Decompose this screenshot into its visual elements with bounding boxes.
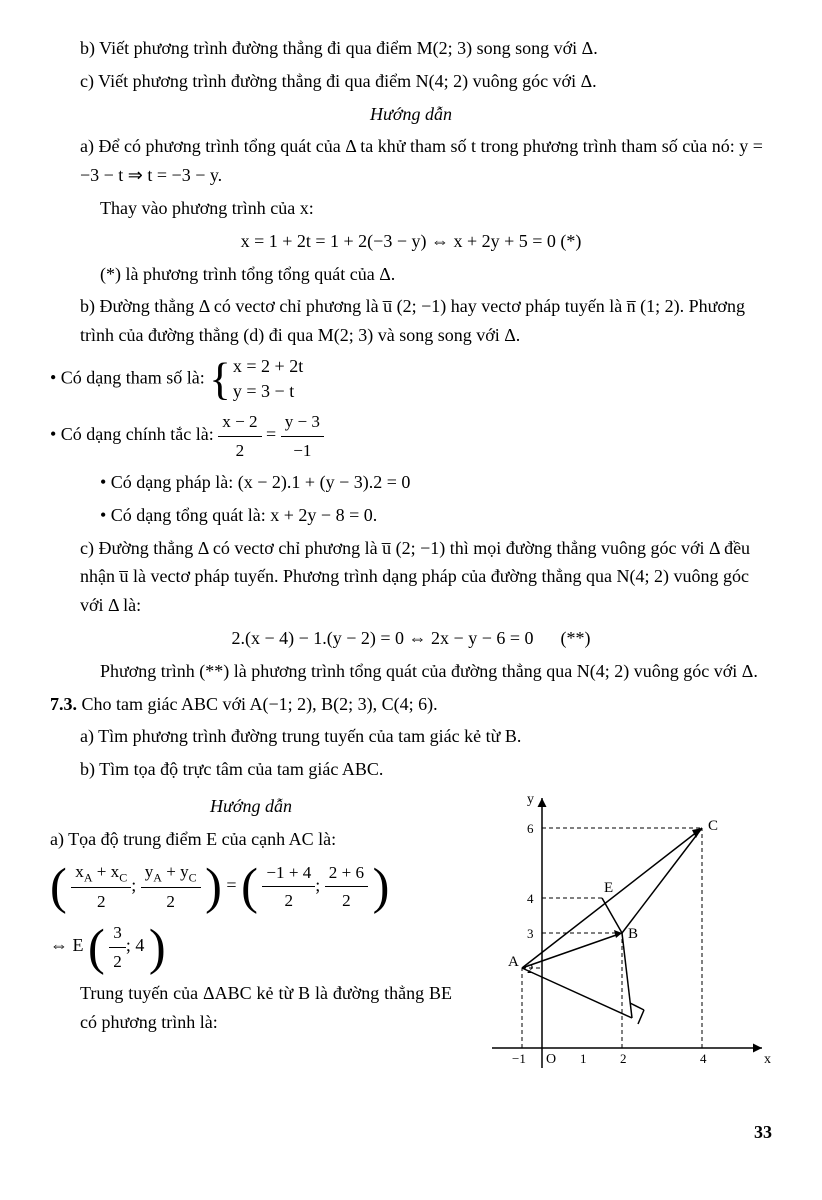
problem-7-3: 7.3. Cho tam giác ABC với A(−1; 2), B(2;…: [50, 690, 772, 719]
svg-text:6: 6: [527, 821, 534, 836]
midpoint-formula: ( xA + xC 2 ; yA + yC 2 ) = ( −1 + 42; 2…: [50, 858, 452, 916]
svg-text:3: 3: [527, 926, 534, 941]
guide-title: Hướng dẫn: [50, 100, 772, 129]
answer-b-1: b) Đường thẳng Δ có vectơ chỉ phương là …: [80, 292, 772, 350]
answer-a-4: (*) là phương trình tổng tổng quát của Δ…: [100, 260, 772, 289]
question-c: c) Viết phương trình đường thẳng đi qua …: [80, 67, 772, 96]
svg-text:E: E: [604, 880, 613, 896]
svg-text:y: y: [527, 792, 534, 807]
canon-label: • Có dạng chính tắc là:: [50, 424, 214, 444]
svg-text:A: A: [508, 954, 519, 970]
svg-text:O: O: [546, 1052, 556, 1067]
guide-title-2: Hướng dẫn: [50, 792, 452, 821]
answer-a-2: Thay vào phương trình của x:: [100, 194, 772, 223]
svg-text:x: x: [764, 1052, 771, 1067]
answer-a-eq: x = 1 + 2t = 1 + 2(−3 − y) ⇔ x + 2y + 5 …: [50, 227, 772, 256]
canon-form: • Có dạng chính tắc là: x − 22 = y − 3−1: [50, 408, 772, 464]
param-label: • Có dạng tham số là:: [50, 367, 205, 387]
svg-text:2: 2: [620, 1051, 627, 1066]
svg-text:4: 4: [527, 891, 534, 906]
problem-7-3-a1: a) Tọa độ trung điểm E của cạnh AC là:: [50, 825, 452, 854]
answer-c-1: c) Đường thẳng Δ có vectơ chỉ phương là …: [80, 534, 772, 620]
svg-text:4: 4: [700, 1051, 707, 1066]
median-text: Trung tuyến của ΔABC kẻ từ B là đường th…: [80, 979, 452, 1037]
svg-text:C: C: [708, 818, 718, 834]
svg-text:B: B: [628, 926, 638, 942]
svg-text:1: 1: [580, 1051, 587, 1066]
coordinate-diagram: x y O −1 1 2 4 2 3 4 6 A B C: [472, 788, 772, 1088]
answer-c-eq: 2.(x − 4) − 1.(y − 2) = 0 ⇔ 2x − y − 6 =…: [50, 624, 772, 653]
midpoint-result: ⇔ E ( 32; 4 ): [50, 919, 452, 975]
answer-a-1: a) Để có phương trình tổng quát của Δ ta…: [80, 132, 772, 190]
question-b: b) Viết phương trình đường thẳng đi qua …: [80, 34, 772, 63]
problem-7-3-a: a) Tìm phương trình đường trung tuyến củ…: [80, 722, 772, 751]
param-y: y = 3 − t: [233, 379, 303, 404]
param-form: • Có dạng tham số là: { x = 2 + 2t y = 3…: [50, 354, 772, 404]
svg-text:−1: −1: [512, 1051, 526, 1066]
normal-form: • Có dạng pháp là: (x − 2).1 + (y − 3).2…: [100, 468, 772, 497]
param-x: x = 2 + 2t: [233, 354, 303, 379]
general-form: • Có dạng tổng quát là: x + 2y − 8 = 0.: [100, 501, 772, 530]
answer-c-3: Phương trình (**) là phương trình tổng q…: [100, 657, 772, 686]
problem-7-3-b: b) Tìm tọa độ trực tâm của tam giác ABC.: [80, 755, 772, 784]
page-number: 33: [50, 1118, 772, 1147]
